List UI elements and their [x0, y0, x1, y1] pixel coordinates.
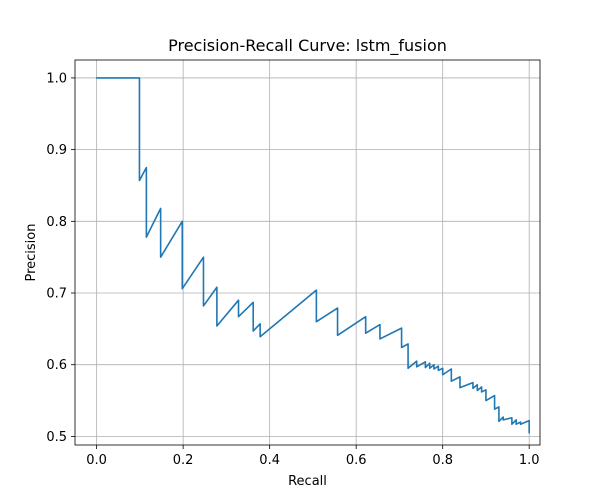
y-tick-label: 0.5: [46, 430, 67, 445]
pr-curve-line: [95, 77, 530, 434]
x-tick-label: 0.2: [173, 453, 194, 468]
y-axis: 0.5 0.6 0.7 0.8 0.9 1.0: [46, 71, 75, 445]
x-axis-label: Recall: [288, 474, 327, 489]
y-tick-label: 0.6: [46, 358, 67, 373]
series-layer: [95, 77, 530, 434]
y-tick-label: 0.8: [46, 215, 67, 230]
x-tick-label: 1.0: [519, 453, 540, 468]
x-tick-label: 0.6: [346, 453, 367, 468]
x-tick-label: 0.0: [86, 453, 107, 468]
x-axis: 0.0 0.2 0.4 0.6 0.8 1.0: [86, 445, 540, 468]
plot-frame: [74, 59, 541, 446]
y-tick-label: 0.9: [46, 143, 67, 158]
x-tick-label: 0.4: [259, 453, 280, 468]
y-tick-label: 1.0: [46, 71, 67, 86]
y-tick-label: 0.7: [46, 287, 67, 302]
y-axis-label: Precision: [24, 223, 39, 281]
x-tick-label: 0.8: [432, 453, 453, 468]
grid-lines: [75, 60, 540, 445]
chart-title: Precision-Recall Curve: lstm_fusion: [168, 36, 447, 56]
